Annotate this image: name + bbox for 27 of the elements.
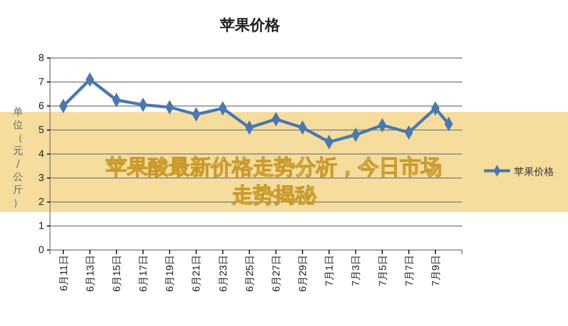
chart-title: 苹果价格 [219,16,281,34]
y-tick-label: 4 [38,149,44,160]
x-tick-label: 6月15日 [112,255,123,292]
y-tick-label: 2 [38,197,44,208]
x-tick-label: 7月7日 [404,255,416,286]
x-tick-label: 6月23日 [218,255,230,292]
y-tick-label: 7 [38,77,44,88]
legend-label: 苹果价格 [514,166,554,178]
x-tick-label: 6月19日 [165,255,176,292]
y-tick-label: 6 [38,101,44,112]
x-tick-label: 6月13日 [85,255,96,292]
x-tick-label: 6月29日 [298,255,310,292]
x-tick-label: 7月1日 [324,255,336,286]
x-tick-label: 6月25日 [244,255,256,292]
x-tick-label: 6月21日 [192,255,203,292]
y-tick-label: 0 [38,245,44,256]
x-tick-label: 7月9日 [430,255,442,286]
y-tick-label: 3 [38,173,44,184]
y-tick-label: 1 [38,221,44,232]
x-tick-label: 6月11日 [58,255,70,291]
annotation: 苹果酸最新价格走势分析，今日市场走势揭秘 [105,155,442,207]
y-tick-label: 5 [38,125,44,136]
x-tick-label: 6月17日 [138,255,150,292]
x-tick-label: 6月27日 [271,255,282,292]
x-tick-label: 7月5日 [378,255,389,286]
y-tick-label: 8 [38,53,44,64]
x-tick-label: 7月3日 [351,255,362,286]
